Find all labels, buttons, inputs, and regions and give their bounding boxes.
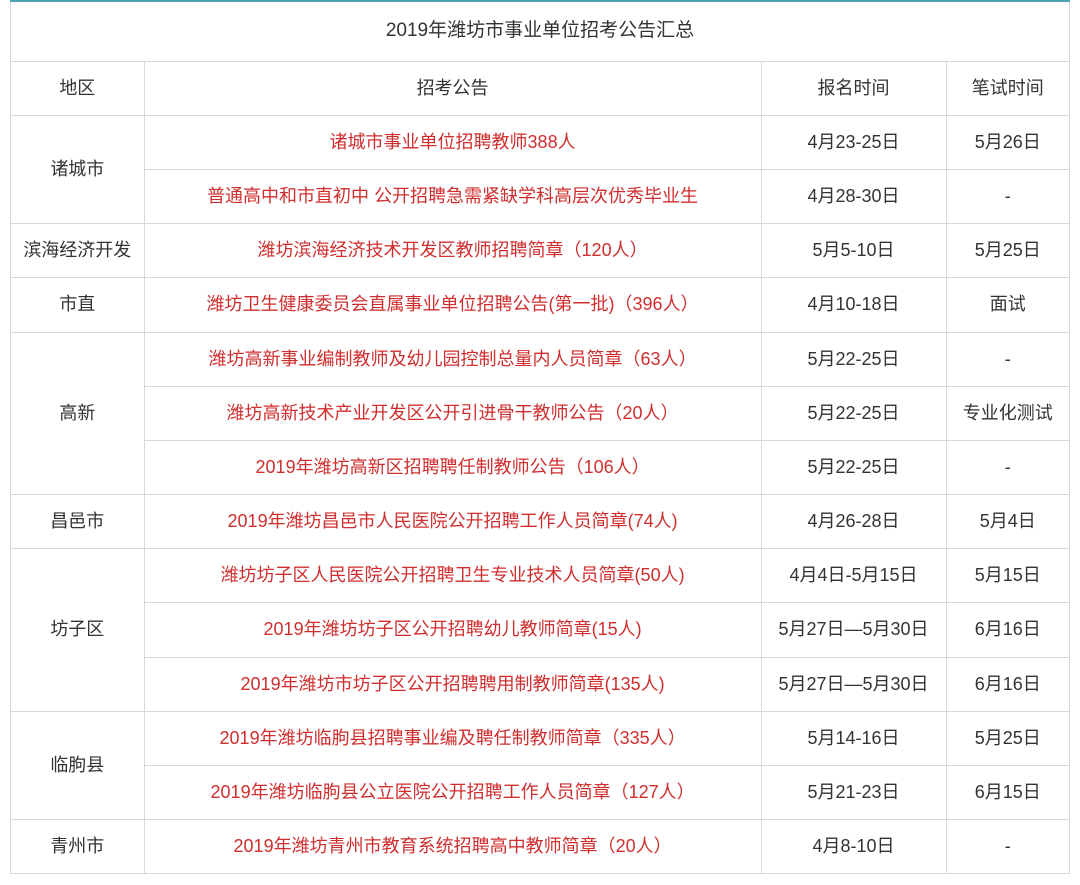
exam-time-cell: 6月16日: [946, 603, 1069, 657]
table-row: 2019年潍坊临朐县公立医院公开招聘工作人员简章（127人）5月21-23日6月…: [11, 766, 1070, 820]
exam-time-cell: -: [946, 820, 1069, 874]
reg-time-cell: 5月27日—5月30日: [761, 657, 946, 711]
table-row: 坊子区潍坊坊子区人民医院公开招聘卫生专业技术人员简章(50人)4月4日-5月15…: [11, 549, 1070, 603]
exam-time-cell: 专业化测试: [946, 386, 1069, 440]
table-row: 市直潍坊卫生健康委员会直属事业单位招聘公告(第一批)（396人）4月10-18日…: [11, 278, 1070, 332]
reg-time-cell: 5月22-25日: [761, 386, 946, 440]
notice-cell[interactable]: 潍坊高新事业编制教师及幼儿园控制总量内人员简章（63人）: [144, 332, 761, 386]
exam-time-cell: 面试: [946, 278, 1069, 332]
table-title: 2019年潍坊市事业单位招考公告汇总: [11, 1, 1070, 61]
region-cell: 市直: [11, 278, 145, 332]
col-header-exam-time: 笔试时间: [946, 61, 1069, 115]
region-cell: 昌邑市: [11, 495, 145, 549]
col-header-notice: 招考公告: [144, 61, 761, 115]
exam-time-cell: 5月15日: [946, 549, 1069, 603]
table-row: 临朐县2019年潍坊临朐县招聘事业编及聘任制教师简章（335人）5月14-16日…: [11, 711, 1070, 765]
region-cell: 坊子区: [11, 549, 145, 712]
table-row: 青州市2019年潍坊青州市教育系统招聘高中教师简章（20人）4月8-10日-: [11, 820, 1070, 874]
table-row: 潍坊高新技术产业开发区公开引进骨干教师公告（20人）5月22-25日专业化测试: [11, 386, 1070, 440]
reg-time-cell: 5月22-25日: [761, 332, 946, 386]
table-row: 高新潍坊高新事业编制教师及幼儿园控制总量内人员简章（63人）5月22-25日-: [11, 332, 1070, 386]
reg-time-cell: 5月22-25日: [761, 440, 946, 494]
col-header-region: 地区: [11, 61, 145, 115]
reg-time-cell: 4月4日-5月15日: [761, 549, 946, 603]
exam-time-cell: -: [946, 440, 1069, 494]
notice-cell[interactable]: 潍坊高新技术产业开发区公开引进骨干教师公告（20人）: [144, 386, 761, 440]
notice-cell[interactable]: 2019年潍坊市坊子区公开招聘聘用制教师简章(135人): [144, 657, 761, 711]
exam-time-cell: 5月26日: [946, 115, 1069, 169]
table-row: 2019年潍坊坊子区公开招聘幼儿教师简章(15人)5月27日—5月30日6月16…: [11, 603, 1070, 657]
reg-time-cell: 5月5-10日: [761, 224, 946, 278]
col-header-reg-time: 报名时间: [761, 61, 946, 115]
table-row: 诸城市诸城市事业单位招聘教师388人4月23-25日5月26日: [11, 115, 1070, 169]
reg-time-cell: 4月23-25日: [761, 115, 946, 169]
reg-time-cell: 5月14-16日: [761, 711, 946, 765]
header-row: 地区 招考公告 报名时间 笔试时间: [11, 61, 1070, 115]
exam-time-cell: 5月25日: [946, 224, 1069, 278]
exam-time-cell: -: [946, 332, 1069, 386]
notice-cell[interactable]: 2019年潍坊高新区招聘聘任制教师公告（106人）: [144, 440, 761, 494]
notice-cell[interactable]: 潍坊卫生健康委员会直属事业单位招聘公告(第一批)（396人）: [144, 278, 761, 332]
notice-cell[interactable]: 2019年潍坊昌邑市人民医院公开招聘工作人员简章(74人): [144, 495, 761, 549]
reg-time-cell: 4月28-30日: [761, 169, 946, 223]
exam-time-cell: 5月4日: [946, 495, 1069, 549]
exam-time-cell: 6月16日: [946, 657, 1069, 711]
region-cell: 滨海经济开发: [11, 224, 145, 278]
region-cell: 青州市: [11, 820, 145, 874]
table-row: 2019年潍坊市坊子区公开招聘聘用制教师简章(135人)5月27日—5月30日6…: [11, 657, 1070, 711]
notice-cell[interactable]: 潍坊坊子区人民医院公开招聘卫生专业技术人员简章(50人): [144, 549, 761, 603]
notice-cell[interactable]: 诸城市事业单位招聘教师388人: [144, 115, 761, 169]
notice-cell[interactable]: 2019年潍坊坊子区公开招聘幼儿教师简章(15人): [144, 603, 761, 657]
region-cell: 高新: [11, 332, 145, 495]
exam-time-cell: 6月15日: [946, 766, 1069, 820]
reg-time-cell: 4月10-18日: [761, 278, 946, 332]
notice-cell[interactable]: 潍坊滨海经济技术开发区教师招聘简章（120人）: [144, 224, 761, 278]
notice-cell[interactable]: 2019年潍坊临朐县公立医院公开招聘工作人员简章（127人）: [144, 766, 761, 820]
exam-time-cell: -: [946, 169, 1069, 223]
table-row: 2019年潍坊高新区招聘聘任制教师公告（106人）5月22-25日-: [11, 440, 1070, 494]
recruitment-summary-table: 2019年潍坊市事业单位招考公告汇总 地区 招考公告 报名时间 笔试时间 诸城市…: [10, 0, 1070, 874]
table-row: 滨海经济开发潍坊滨海经济技术开发区教师招聘简章（120人）5月5-10日5月25…: [11, 224, 1070, 278]
reg-time-cell: 4月8-10日: [761, 820, 946, 874]
title-row: 2019年潍坊市事业单位招考公告汇总: [11, 1, 1070, 61]
notice-cell[interactable]: 2019年潍坊临朐县招聘事业编及聘任制教师简章（335人）: [144, 711, 761, 765]
table-row: 普通高中和市直初中 公开招聘急需紧缺学科高层次优秀毕业生4月28-30日-: [11, 169, 1070, 223]
region-cell: 诸城市: [11, 115, 145, 223]
reg-time-cell: 4月26-28日: [761, 495, 946, 549]
notice-cell[interactable]: 普通高中和市直初中 公开招聘急需紧缺学科高层次优秀毕业生: [144, 169, 761, 223]
notice-cell[interactable]: 2019年潍坊青州市教育系统招聘高中教师简章（20人）: [144, 820, 761, 874]
reg-time-cell: 5月21-23日: [761, 766, 946, 820]
reg-time-cell: 5月27日—5月30日: [761, 603, 946, 657]
table-row: 昌邑市2019年潍坊昌邑市人民医院公开招聘工作人员简章(74人)4月26-28日…: [11, 495, 1070, 549]
region-cell: 临朐县: [11, 711, 145, 819]
exam-time-cell: 5月25日: [946, 711, 1069, 765]
